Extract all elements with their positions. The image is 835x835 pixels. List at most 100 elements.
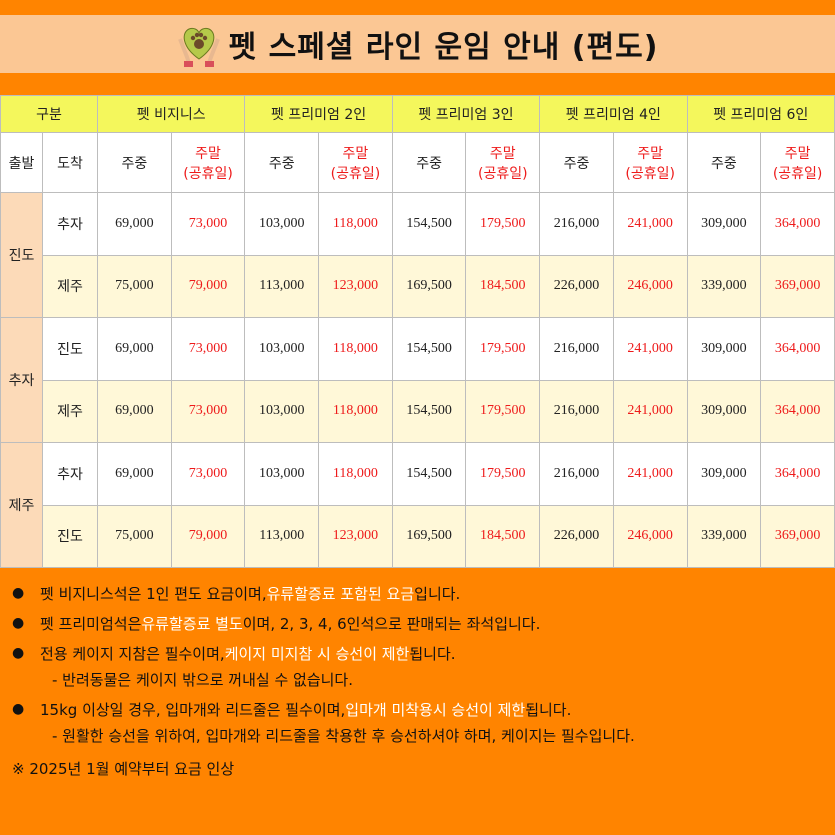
weekend-header: 주말 (공휴일) <box>318 132 393 193</box>
weekend-price: 241,000 <box>612 379 688 443</box>
weekend-price: 364,000 <box>760 317 835 381</box>
weekday-price: 226,000 <box>539 504 614 568</box>
weekday-price: 75,000 <box>97 504 172 568</box>
note-text: 됩니다. <box>409 644 456 663</box>
arrival-port: 제주 <box>41 379 99 443</box>
arrival-port: 제주 <box>41 254 99 318</box>
weekday-header: 주중 <box>686 132 762 193</box>
note-text: 펫 비지니스석은 1인 편도 요금이며, <box>40 584 267 603</box>
weekend-price: 179,500 <box>465 192 541 256</box>
holiday-label: (공휴일) <box>183 165 233 182</box>
weekday-header: 주중 <box>539 132 614 193</box>
header-class: 펫 프리미엄 4인 <box>539 95 688 133</box>
weekday-price: 154,500 <box>391 442 467 506</box>
weekend-price: 123,000 <box>318 504 393 568</box>
weekday-price: 154,500 <box>391 317 467 381</box>
weekend-header: 주말 (공휴일) <box>465 132 541 193</box>
weekday-price: 216,000 <box>539 442 614 506</box>
weekend-price: 364,000 <box>760 379 835 443</box>
header-category: 구분 <box>0 95 99 133</box>
weekday-price: 216,000 <box>539 192 614 256</box>
departure-port: 제주 <box>0 442 43 568</box>
fare-row: 제주 75,000 79,000 113,000 123,000 169,500 184,5… <box>1 254 835 318</box>
note-text: 입니다. <box>414 584 461 603</box>
weekend-header: 주말 (공휴일) <box>760 132 835 193</box>
departure-port: 진도 <box>0 192 43 318</box>
header-class: 펫 비지니스 <box>97 95 246 133</box>
weekend-price: 179,500 <box>465 317 541 381</box>
header-class: 펫 프리미엄 6인 <box>686 95 835 133</box>
fare-row: 제주 69,000 73,000 103,000 118,000 154,500 179,5… <box>1 379 835 443</box>
weekend-label: 주말 <box>489 145 516 162</box>
weekday-header: 주중 <box>97 132 172 193</box>
weekday-price: 216,000 <box>539 379 614 443</box>
weekend-price: 241,000 <box>612 442 688 506</box>
highlighted-text: 유류할증료 포함된 요금 <box>266 584 415 603</box>
departure-port: 추자 <box>0 317 43 443</box>
weekend-price: 118,000 <box>318 317 393 381</box>
weekend-price: 246,000 <box>612 254 688 318</box>
header-class: 펫 프리미엄 2인 <box>244 95 393 133</box>
note-subitem: - 반려동물은 케이지 밖으로 꺼내실 수 없습니다. <box>12 666 825 692</box>
footnote: ※ 2025년 1월 예약부터 요금 인상 <box>12 760 235 778</box>
highlighted-text: 입마개 미착용시 승선이 제한 <box>345 700 526 719</box>
fare-row: 추자 진도 69,000 73,000 103,000 118,000 154,500 179… <box>0 317 835 443</box>
header-class: 펫 프리미엄 3인 <box>391 95 541 133</box>
departure-header: 출발 <box>0 132 43 193</box>
note-text: 15kg 이상일 경우, 입마개와 리드줄은 필수이며, <box>40 700 346 719</box>
weekend-price: 118,000 <box>318 192 393 256</box>
weekday-price: 103,000 <box>244 317 320 381</box>
note-bullet: 15kg 이상일 경우, 입마개와 리드줄은 필수이며, 입마개 미착용시 승선… <box>12 696 825 722</box>
weekend-price: 364,000 <box>760 192 835 256</box>
weekday-price: 103,000 <box>244 379 320 443</box>
weekend-price: 369,000 <box>760 254 835 318</box>
note-text: 펫 프리미엄석은 <box>40 614 142 633</box>
weekend-price: 184,500 <box>465 254 541 318</box>
weekday-price: 339,000 <box>686 254 762 318</box>
weekday-price: 103,000 <box>244 192 320 256</box>
note-text: 됩니다. <box>525 700 572 719</box>
weekend-price: 73,000 <box>170 379 246 443</box>
weekday-price: 169,500 <box>391 254 467 318</box>
page-title: 펫 스페셜 라인 운임 안내 (편도) <box>228 30 659 65</box>
title-banner: 펫 스페셜 라인 운임 안내 (편도) <box>0 15 835 73</box>
arrival-port: 진도 <box>41 317 99 381</box>
weekend-price: 364,000 <box>760 442 835 506</box>
note-text: - 반려동물은 케이지 밖으로 꺼내실 수 없습니다. <box>52 670 353 689</box>
fare-row: 진도 75,000 79,000 113,000 123,000 169,500 184,5… <box>1 504 835 568</box>
fare-table: 구분 펫 비지니스 펫 프리미엄 2인 펫 프리미엄 3인 펫 프리미엄 4인 … <box>0 95 835 568</box>
weekend-label: 주말 <box>784 145 811 162</box>
header-row: 구분 펫 비지니스 펫 프리미엄 2인 펫 프리미엄 3인 펫 프리미엄 4인 … <box>0 95 835 133</box>
weekday-price: 339,000 <box>686 504 762 568</box>
weekend-header: 주말 (공휴일) <box>170 132 246 193</box>
note-text: 이며, 2, 3, 4, 6인석으로 판매되는 좌석입니다. <box>242 614 541 633</box>
weekend-price: 184,500 <box>465 504 541 568</box>
weekday-price: 69,000 <box>97 192 172 256</box>
weekday-price: 75,000 <box>97 254 172 318</box>
weekend-price: 79,000 <box>170 254 246 318</box>
note-text: - 원활한 승선을 위하여, 입마개와 리드줄을 착용한 후 승선하셔야 하며,… <box>52 726 635 745</box>
weekday-price: 69,000 <box>97 317 172 381</box>
weekend-label: 주말 <box>342 145 369 162</box>
weekend-price: 123,000 <box>318 254 393 318</box>
holiday-label: (공휴일) <box>330 165 381 182</box>
weekend-price: 73,000 <box>170 442 246 506</box>
weekday-price: 154,500 <box>391 192 467 256</box>
subheader-row: 출발 도착 주중 주말 (공휴일) 주중 주말 (공휴일) 주중 주말 (공휴일) 주중 주말 (공휴… <box>0 132 835 193</box>
weekday-price: 216,000 <box>539 317 614 381</box>
weekday-price: 69,000 <box>97 442 172 506</box>
highlighted-text: 케이지 미지참 시 승선이 제한 <box>224 644 410 663</box>
weekend-price: 179,500 <box>465 442 541 506</box>
weekday-price: 309,000 <box>686 442 762 506</box>
note-subitem: - 원활한 승선을 위하여, 입마개와 리드줄을 착용한 후 승선하셔야 하며,… <box>12 722 825 748</box>
highlighted-text: 유류할증료 별도 <box>141 614 243 633</box>
holiday-label: (공휴일) <box>625 165 675 182</box>
weekend-price: 118,000 <box>318 379 393 443</box>
holiday-label: (공휴일) <box>478 165 528 182</box>
weekend-price: 246,000 <box>612 504 688 568</box>
arrival-port: 추자 <box>41 442 99 506</box>
